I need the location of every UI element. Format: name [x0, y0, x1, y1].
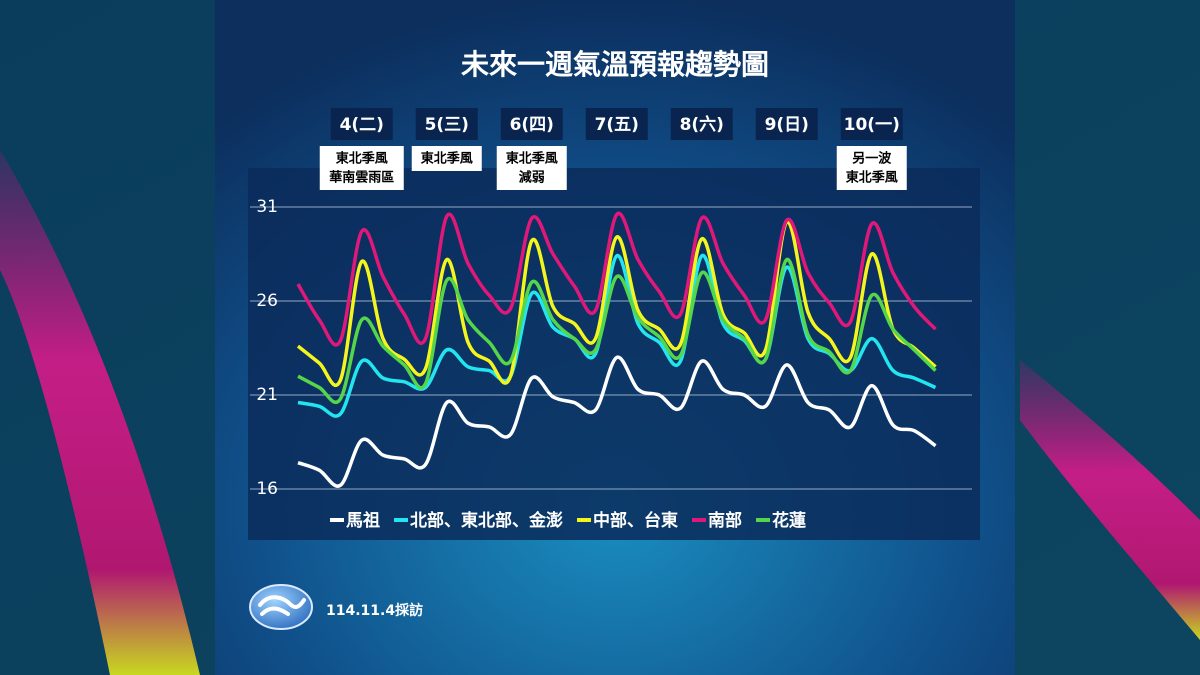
day-label-box: [500, 108, 563, 140]
annotation: 減弱: [519, 170, 545, 186]
series-line: [297, 254, 937, 418]
x-tick-label: 4(二): [340, 115, 384, 135]
legend-label: 北部、東北部、金澎: [410, 510, 563, 531]
day-label-box: [670, 108, 733, 140]
legend-label: 馬祖: [346, 510, 380, 531]
legend-label: 花蓮: [772, 510, 806, 531]
annotation: 另一波: [852, 151, 892, 167]
legend-label: 中部、台東: [593, 510, 678, 531]
annotation-box: [496, 146, 567, 190]
day-label-box: [330, 108, 393, 140]
footer: 114.11.4採訪: [326, 602, 423, 619]
x-tick-label: 6(四): [510, 115, 554, 135]
y-tick-label: 21: [256, 385, 278, 405]
annotation: 東北季風: [846, 170, 898, 186]
day-label-box: [755, 108, 818, 140]
annotation: 東北季風: [506, 151, 558, 167]
annotation-box: [411, 146, 482, 171]
series-line: [297, 257, 937, 404]
plot-background: [248, 168, 980, 540]
day-label-box: [840, 108, 903, 140]
chart-title: 未來一週氣溫預報趨勢圖: [461, 48, 769, 81]
x-tick-label: 9(日): [765, 115, 809, 135]
annotation-box: [319, 146, 404, 190]
annotation-box: [836, 146, 907, 190]
legend-label: 南部: [708, 510, 742, 531]
y-tick-label: 16: [256, 479, 278, 499]
decor-streak: [0, 150, 200, 675]
decor-streak: [1020, 360, 1200, 640]
annotation: 東北季風: [421, 151, 473, 167]
x-tick-label: 5(三): [425, 115, 469, 135]
logo-mark: [258, 595, 306, 616]
day-label-box: [585, 108, 648, 140]
y-tick-label: 31: [256, 197, 278, 217]
series-line: [297, 355, 937, 488]
day-label-box: [415, 108, 478, 140]
series-line: [296, 220, 937, 387]
series-line: [296, 211, 937, 347]
y-tick-label: 26: [256, 291, 278, 311]
annotation: 東北季風: [336, 151, 388, 167]
x-tick-label: 7(五): [595, 115, 639, 135]
annotation: 華南雲雨區: [329, 170, 394, 186]
x-tick-label: 10(一): [844, 115, 900, 135]
logo: [249, 584, 313, 630]
x-tick-label: 8(六): [680, 114, 724, 135]
